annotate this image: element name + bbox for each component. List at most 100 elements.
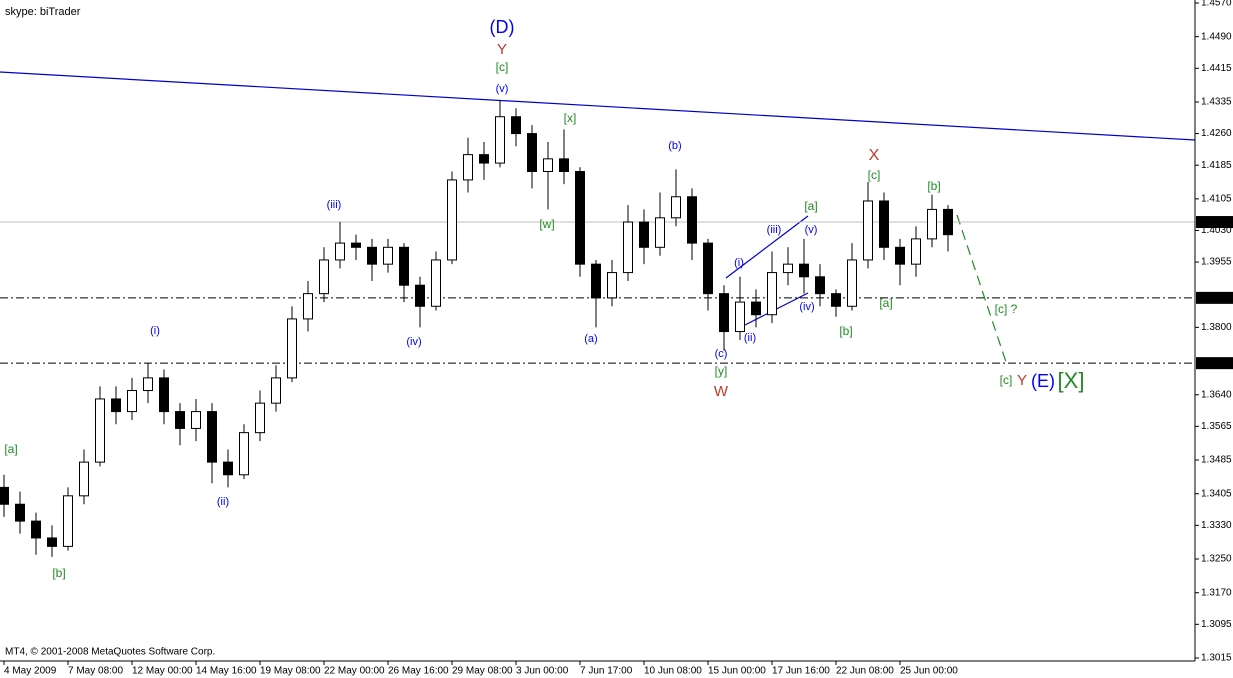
wave-label: Y — [497, 41, 507, 58]
wave-label: (D) — [490, 17, 515, 37]
wave-label: [b] — [927, 179, 940, 193]
y-tick-label: 1.4105 — [1201, 194, 1232, 205]
candle-body — [159, 377, 169, 413]
candle-body — [591, 263, 601, 299]
candle-body — [111, 398, 121, 413]
y-tick-label: 1.3095 — [1201, 619, 1232, 630]
candle-body — [95, 398, 105, 463]
candle-body — [943, 208, 953, 236]
wave-label: (E) — [1031, 371, 1055, 391]
wave-label: (iv) — [406, 336, 421, 348]
x-tick-label: 7 Jun 17:00 — [580, 666, 633, 677]
x-tick-label: 4 May 2009 — [4, 666, 57, 677]
candle-body — [351, 242, 361, 248]
candle-body — [223, 461, 233, 476]
wave-label: (b) — [668, 140, 681, 152]
wave-label: Y — [1017, 372, 1027, 389]
candle-body — [415, 284, 425, 307]
candle-body — [191, 411, 201, 429]
y-tick-label: 1.3800 — [1201, 322, 1232, 333]
candle-body — [847, 259, 857, 307]
candle-body — [607, 272, 617, 299]
candle-body — [383, 246, 393, 265]
x-tick-label: 10 Jun 08:00 — [644, 666, 702, 677]
level-label-bg — [1196, 291, 1233, 304]
y-tick-label: 1.3485 — [1201, 455, 1232, 466]
wave-label: [c] — [496, 60, 509, 74]
y-tick-label: 1.4335 — [1201, 97, 1232, 108]
x-tick-label: 19 May 08:00 — [260, 666, 321, 677]
wave-label: [c] — [1000, 373, 1013, 387]
chart-title: skype: biTrader — [5, 6, 81, 18]
candle-body — [79, 461, 89, 497]
x-tick-label: 25 Jun 00:00 — [900, 666, 958, 677]
x-tick-label: 26 May 16:00 — [388, 666, 449, 677]
wave-label: [X] — [1058, 368, 1085, 393]
wave-label: (ii) — [744, 332, 756, 344]
candle-body — [319, 259, 329, 295]
wave-label: (v) — [805, 224, 818, 236]
candle-body — [911, 238, 921, 265]
wave-label: [a] — [804, 199, 817, 213]
wave-label: [a] — [879, 296, 892, 310]
y-tick-label: 1.3405 — [1201, 488, 1232, 499]
y-tick-label: 1.4570 — [1201, 0, 1232, 9]
candle-body — [47, 537, 57, 547]
candle-body — [335, 242, 345, 261]
candle-body — [751, 301, 761, 316]
candle-body — [0, 486, 9, 505]
candle-body — [575, 170, 585, 265]
footer: MT4, © 2001-2008 MetaQuotes Software Cor… — [5, 647, 215, 658]
candle-body — [831, 293, 841, 307]
wave-label: [y] — [715, 364, 728, 378]
y-tick-label: 1.3330 — [1201, 520, 1232, 531]
candle-body — [623, 221, 633, 274]
candle-body — [127, 390, 137, 413]
y-tick-label: 1.4030 — [1201, 225, 1232, 236]
level-label: 1.3715 — [1199, 358, 1230, 369]
y-tick-label: 1.4415 — [1201, 63, 1232, 74]
x-tick-label: 22 Jun 08:00 — [836, 666, 894, 677]
projection-line — [956, 214, 1008, 366]
candle-body — [559, 158, 569, 172]
candle-body — [527, 133, 537, 172]
wave-label: [w] — [539, 217, 554, 231]
y-tick-label: 1.3565 — [1201, 421, 1232, 432]
wave-label: (iii) — [767, 224, 782, 236]
candle-body — [287, 318, 297, 379]
candle-body — [687, 196, 697, 244]
candle-body — [671, 196, 681, 219]
candle-body — [431, 259, 441, 307]
plot — [0, 99, 1195, 557]
wave-label: [c] — [868, 168, 881, 182]
wave-label: (iii) — [327, 199, 342, 211]
wave-label: (c) — [715, 348, 728, 360]
candle-body — [703, 242, 713, 295]
y-tick-label: 1.3640 — [1201, 389, 1232, 400]
y-tick-label: 1.4185 — [1201, 160, 1232, 171]
wave-label: (iv) — [799, 301, 814, 313]
level-label: 1.3870 — [1199, 292, 1230, 303]
price-label-bg — [1196, 216, 1233, 229]
candle-body — [255, 402, 265, 434]
candle-body — [63, 495, 73, 547]
candle-body — [15, 503, 25, 522]
candle-body — [207, 411, 217, 463]
candle-body — [767, 272, 777, 316]
price-label: 1.4050 — [1199, 217, 1230, 228]
candle-body — [271, 377, 281, 404]
x-tick-label: 15 Jun 00:00 — [708, 666, 766, 677]
candle-body — [639, 221, 649, 248]
candle-body — [303, 293, 313, 320]
level-label-bg — [1196, 357, 1233, 370]
wave-label: [c] ? — [995, 302, 1018, 316]
candle-body — [31, 520, 41, 539]
y-tick-label: 1.4490 — [1201, 31, 1232, 42]
x-tick-label: 29 May 08:00 — [452, 666, 513, 677]
candle-body — [895, 246, 905, 265]
x-tick-label: 7 May 08:00 — [68, 666, 123, 677]
candle-body — [719, 293, 729, 333]
candle-body — [655, 217, 665, 248]
wave-label: (v) — [496, 83, 509, 95]
